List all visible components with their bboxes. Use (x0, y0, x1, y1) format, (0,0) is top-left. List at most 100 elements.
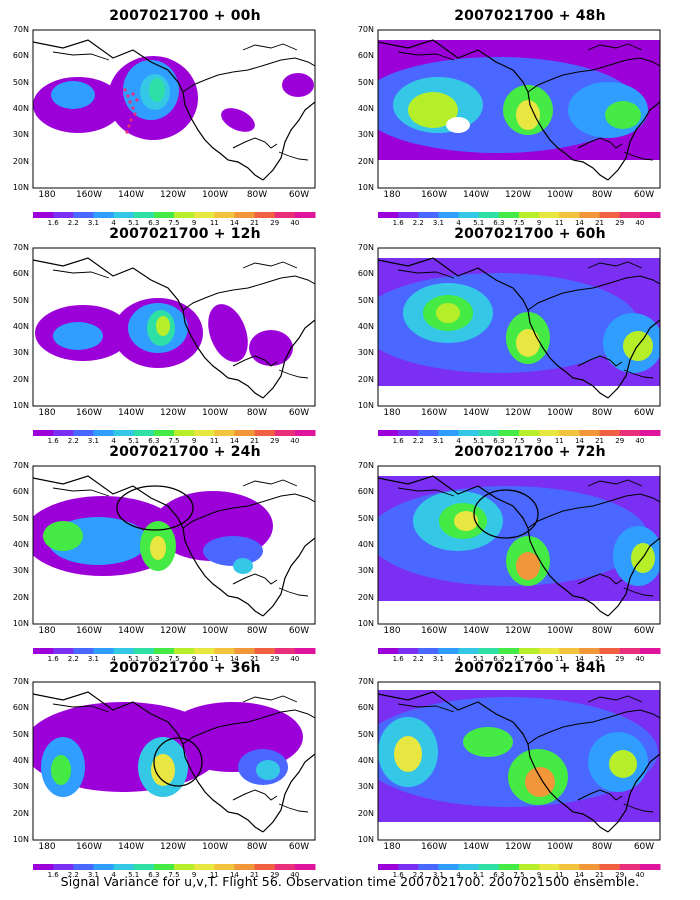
colorbar-swatch (458, 212, 480, 218)
map-frame (32, 29, 316, 189)
panel-title: 2007021700 + 48h (454, 8, 606, 24)
colorbar-label: 14 (229, 871, 239, 879)
latitude-label: 70N (12, 677, 29, 686)
colorbar-swatch (519, 430, 540, 436)
longitude-label: 80W (246, 842, 268, 852)
colorbar-swatch (174, 864, 195, 870)
colorbar-label: 5.1 (128, 871, 140, 879)
colorbar-label: 6.3 (493, 871, 505, 879)
colorbar-swatch (93, 864, 115, 870)
colorbar-swatch (174, 212, 195, 218)
latitude-label: 30N (357, 348, 374, 358)
colorbar-swatch (418, 648, 439, 654)
latitude-label: 70N (357, 243, 374, 252)
map-frame (32, 247, 316, 407)
colorbar-swatch (619, 648, 641, 654)
colorbar-label: 9 (536, 871, 542, 879)
longitude-label: 120W (159, 842, 187, 852)
colorbar-label: 9 (191, 871, 197, 879)
latitude-label: 50N (12, 77, 29, 87)
colorbar-label: 9 (191, 219, 197, 227)
colorbar-label: 11 (209, 219, 219, 227)
longitude-label: 160W (420, 190, 448, 200)
colorbar-label: 29 (615, 437, 625, 445)
longitude-label: 60W (633, 842, 655, 852)
colorbar-label: 1.6 (392, 219, 404, 227)
colorbar-swatch (294, 648, 316, 654)
colorbar-swatch (438, 212, 460, 218)
colorbar-swatch (639, 864, 661, 870)
colorbar-label: 4 (111, 437, 116, 445)
map-frame (377, 29, 661, 189)
latitude-label: 50N (357, 77, 374, 87)
colorbar-swatch (619, 212, 641, 218)
colorbar-label: 4 (111, 655, 116, 663)
latitude-label: 50N (357, 295, 374, 305)
map-frame (32, 465, 316, 625)
colorbar-label: 40 (290, 437, 300, 445)
longitude-label: 100W (546, 408, 574, 418)
colorbar-swatch (579, 864, 601, 870)
latitude-label: 10N (12, 401, 29, 410)
latitude-label: 70N (12, 25, 29, 34)
colorbar-swatch (438, 648, 460, 654)
colorbar-label: 7.5 (168, 655, 180, 663)
colorbar-label: 6.3 (493, 219, 505, 227)
latitude-label: 70N (12, 243, 29, 252)
longitude-label: 120W (504, 842, 532, 852)
latitude-label: 50N (357, 729, 374, 739)
colorbar-swatch (398, 648, 419, 654)
colorbar-swatch (73, 864, 94, 870)
colorbar-label: 1.6 (47, 871, 59, 879)
colorbar-swatch (274, 864, 296, 870)
latitude-label: 40N (357, 540, 374, 549)
latitude-label: 70N (357, 461, 374, 470)
longitude-label: 60W (288, 408, 310, 418)
colorbar-swatch (559, 864, 580, 870)
latitude-label: 20N (357, 374, 374, 384)
colorbar-swatch (539, 430, 560, 436)
colorbar-label: 11 (209, 437, 219, 445)
colorbar-swatch (274, 648, 296, 654)
colorbar-label: 11 (209, 655, 219, 663)
colorbar-swatch (153, 864, 175, 870)
colorbar-swatch (153, 430, 175, 436)
longitude-label: 120W (504, 408, 532, 418)
latitude-label: 10N (357, 835, 374, 844)
colorbar-label: 11 (554, 437, 564, 445)
colorbar-swatch (539, 212, 560, 218)
colorbar-swatch (234, 864, 256, 870)
colorbar-label: 4 (456, 437, 461, 445)
colorbar-swatch (378, 864, 399, 870)
latitude-label: 20N (357, 592, 374, 602)
panel-title: 2007021700 + 60h (454, 226, 606, 242)
colorbar-swatch (33, 430, 54, 436)
colorbar-swatch (619, 430, 641, 436)
map-plot (25, 226, 345, 441)
colorbar-label: 5.1 (473, 437, 485, 445)
colorbar-label: 1.6 (392, 871, 404, 879)
colorbar-swatch (478, 864, 500, 870)
colorbar-swatch (478, 648, 500, 654)
colorbar-label: 14 (574, 655, 584, 663)
latitude-label: 70N (12, 461, 29, 470)
colorbar-swatch (438, 864, 460, 870)
colorbar-label: 2.2 (412, 437, 424, 445)
colorbar-label: 21 (250, 219, 260, 227)
latitude-label: 60N (357, 703, 374, 713)
colorbar-label: 21 (250, 871, 260, 879)
colorbar-label: 6.3 (148, 219, 160, 227)
colorbar-swatch (519, 648, 540, 654)
colorbar-label: 40 (635, 655, 645, 663)
map-panel: 2007021700 + 72h 70N 60N 50N 40N 30N 20N 10N 18… (358, 444, 690, 663)
variance-field (378, 248, 660, 406)
colorbar-swatch (214, 430, 235, 436)
colorbar-swatch (639, 648, 661, 654)
longitude-label: 100W (546, 842, 574, 852)
colorbar-label: 3.1 (432, 437, 444, 445)
colorbar-swatch (53, 864, 74, 870)
colorbar-swatch (254, 648, 276, 654)
longitude-label: 160W (75, 190, 103, 200)
latitude-label: 30N (12, 130, 29, 140)
colorbar-swatch (378, 648, 399, 654)
